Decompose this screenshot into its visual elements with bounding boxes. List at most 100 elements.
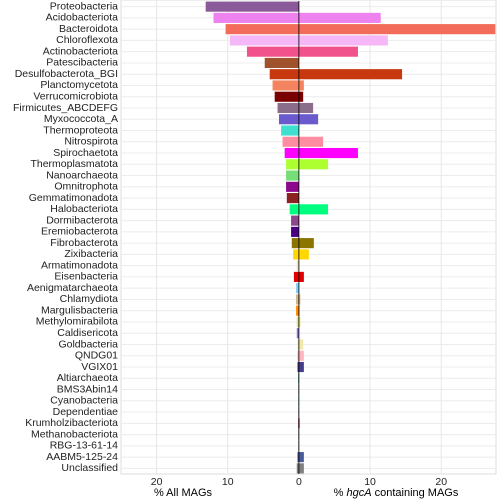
- category-label: Aenigmatarchaeota: [27, 282, 118, 294]
- bar: [286, 170, 299, 181]
- bar: [269, 69, 299, 80]
- bar: [298, 316, 301, 328]
- bar: [298, 159, 329, 170]
- bar: [264, 57, 299, 69]
- bar: [298, 46, 358, 57]
- bar: [298, 452, 304, 463]
- bar: [298, 350, 304, 361]
- x-axis-title-right: % hgcA containing MAGs: [334, 487, 459, 499]
- category-label: Omnitrophota: [54, 181, 118, 193]
- bar: [296, 463, 299, 474]
- bar: [296, 260, 299, 271]
- bar: [298, 361, 304, 373]
- category-label: BMS3Abin14: [57, 383, 118, 395]
- bar: [284, 147, 299, 159]
- bar: [291, 226, 299, 237]
- bar: [298, 136, 324, 147]
- category-label: AABM5-125-24: [46, 451, 118, 463]
- bar: [281, 125, 299, 136]
- x-tick-label: 0: [296, 476, 302, 488]
- category-label: Methylomirabilota: [36, 316, 118, 328]
- category-label: Armatimonadota: [41, 259, 118, 271]
- bar: [297, 339, 299, 350]
- bar: [298, 238, 314, 249]
- category-label: Dependentiae: [53, 406, 119, 418]
- category-label: Methanobacteriota: [31, 428, 118, 440]
- bar: [297, 361, 299, 373]
- category-label: Nitrospirota: [64, 136, 118, 148]
- bar: [298, 80, 304, 91]
- bar: [229, 35, 299, 46]
- bar: [213, 12, 299, 23]
- bar: [298, 249, 309, 260]
- bar: [296, 294, 299, 305]
- category-label: Planctomycetota: [40, 79, 118, 91]
- bar: [296, 316, 299, 328]
- category-label: Caldisericota: [57, 327, 118, 339]
- category-label: Margulisbacteria: [41, 304, 118, 316]
- x-axis-title-left: % All MAGs: [154, 487, 213, 499]
- category-label: RBG-13-61-14: [50, 440, 118, 452]
- bar: [298, 204, 329, 215]
- category-label: Patescibacteria: [46, 57, 118, 69]
- bar: [286, 193, 299, 204]
- bar: [274, 91, 299, 102]
- category-label: Krumholzibacteriota: [25, 417, 118, 429]
- category-label: Nanoarchaeota: [46, 169, 118, 181]
- bar: [293, 249, 299, 260]
- bar: [298, 339, 304, 350]
- category-label: Chlamydiota: [60, 293, 119, 305]
- category-label: Halobacteriota: [50, 203, 118, 215]
- label-part: hgcA: [346, 487, 371, 499]
- category-label: Thermoplasmatota: [30, 158, 118, 170]
- bar: [298, 69, 403, 80]
- bar: [298, 12, 381, 23]
- category-label: Verrucomicrobiota: [33, 91, 118, 103]
- x-tick-label: 10: [222, 476, 234, 488]
- bar: [298, 24, 496, 35]
- category-label: VGIX01: [81, 361, 118, 373]
- category-label: Proteobacteria: [50, 0, 118, 12]
- bar: [298, 91, 304, 102]
- category-label: Goldbacteria: [58, 338, 118, 350]
- bar: [298, 294, 301, 305]
- bar: [298, 114, 319, 125]
- label-part: containing MAGs: [372, 487, 459, 499]
- bar: [298, 271, 304, 282]
- bar: [298, 102, 314, 114]
- bar: [272, 80, 299, 91]
- bar: [298, 463, 304, 474]
- category-label: Eisenbacteria: [54, 271, 118, 283]
- bar: [278, 114, 299, 125]
- bar: [291, 238, 299, 249]
- category-label: Dormibacterota: [46, 214, 118, 226]
- bar: [296, 283, 299, 294]
- category-label: Spirochaetota: [53, 147, 118, 159]
- category-label: Unclassified: [61, 462, 118, 474]
- category-label: Actinobacteriota: [43, 45, 118, 57]
- category-label: Zixibacteria: [64, 248, 118, 260]
- bar: [297, 350, 299, 361]
- bar: [291, 215, 299, 226]
- category-label: Eremiobacterota: [41, 226, 118, 238]
- category-label: Altiarchaeota: [57, 372, 118, 384]
- bar: [289, 204, 299, 215]
- category-label: Chloroflexota: [56, 34, 118, 46]
- category-label: Bacteroidota: [59, 23, 118, 35]
- x-tick-label: 20: [151, 476, 163, 488]
- bar: [277, 102, 299, 114]
- category-label: Myxococcota_A: [44, 113, 118, 125]
- category-label: QNDG01: [75, 350, 118, 362]
- category-label: Gemmatimonadota: [29, 192, 118, 204]
- bar: [293, 271, 299, 282]
- category-label: Desulfobacterota_BGI: [15, 68, 118, 80]
- label-part: %: [334, 487, 347, 499]
- bar: [298, 147, 358, 159]
- bar: [297, 452, 299, 463]
- category-label: Fibrobacterota: [50, 237, 118, 249]
- category-label: Cyanobacteria: [50, 395, 118, 407]
- bar: [298, 35, 388, 46]
- category-label: Acidobacteriota: [46, 12, 119, 24]
